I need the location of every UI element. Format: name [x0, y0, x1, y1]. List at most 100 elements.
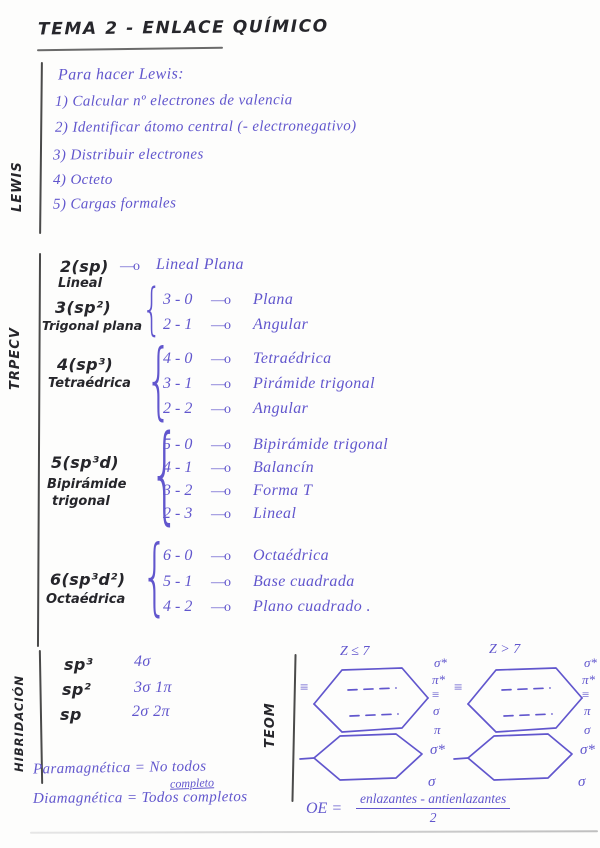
geometry-name: Plano cuadrado . — [253, 598, 371, 615]
bond-order-denominator: 2 — [429, 810, 437, 825]
pi-label: π — [434, 722, 441, 737]
mo-diagram-left — [299, 667, 429, 781]
lewis-step-4: 4) Octeto — [53, 172, 113, 188]
geometry-name: Angular — [253, 316, 309, 333]
lewis-step-5: 5) Cargas formales — [52, 195, 177, 213]
arrow-icon: —ᴏ — [120, 259, 140, 274]
arrow-icon: —ᴏ — [211, 352, 231, 367]
sigma-label: σ — [433, 703, 440, 718]
lewis-margin-line — [39, 61, 43, 235]
trpecv-formula-sp2: 3(sp²) — [55, 298, 112, 317]
electron-pairs: 2 - 1 — [163, 316, 193, 333]
page-title: TEMA 2 - ENLACE QUÍMICO — [37, 16, 329, 40]
arrow-icon: —ᴏ — [211, 438, 231, 453]
arrow-icon: —ᴏ — [211, 575, 231, 590]
electron-pairs: 2 - 2 — [163, 400, 193, 417]
trpecv-name-sp: Lineal — [58, 276, 103, 291]
trpecv-formula-sp3d2: 6(sp³d²) — [50, 570, 126, 589]
geometry-name: Angular — [253, 400, 309, 417]
brace-icon: { — [142, 277, 162, 342]
trpecv-margin-line — [36, 252, 42, 648]
electron-pairs: 4 - 2 — [163, 598, 193, 615]
electron-pairs: 5 - 0 — [163, 436, 193, 453]
geometry-name: Plana — [253, 291, 294, 308]
mo-diagram-z-condition: Z > 7 — [489, 642, 521, 657]
arrow-icon: —ᴏ — [211, 507, 231, 522]
degenerate-orbitals-icon: ≡ — [300, 680, 309, 696]
arrow-icon: —ᴏ — [211, 318, 231, 333]
sigma-label: σ — [578, 774, 586, 790]
pi-star-label: π* — [432, 672, 446, 687]
trpecv-formula-sp3: 4(sp³) — [57, 355, 114, 374]
electron-pairs: 5 - 1 — [163, 573, 193, 590]
geometry-name: Pirámide trigonal — [253, 375, 375, 392]
bond-order-fraction: enlazantes - antienlazantes 2 — [356, 791, 511, 826]
mo-diagram-z-condition: Z ≤ 7 — [340, 644, 370, 659]
sigma-label: σ — [584, 722, 591, 737]
trpecv-name-sp3d2: Octaédrica — [46, 592, 126, 607]
arrow-icon: —ᴏ — [211, 377, 231, 392]
trpecv-result-sp: Lineal Plana — [156, 256, 244, 273]
paper-edge-shadow — [29, 830, 599, 834]
pi-star-label: π* — [582, 672, 596, 687]
electron-pairs: 4 - 0 — [163, 350, 193, 367]
hybridization-section-label: HIBRIDACIÓN — [12, 674, 26, 772]
degenerate-level-icon: ≡ — [582, 687, 590, 702]
electron-pairs: 3 - 2 — [163, 482, 193, 499]
lewis-section-label: LEWIS — [10, 161, 25, 212]
geometry-name: Forma T — [253, 482, 313, 499]
electron-pairs: 3 - 1 — [163, 375, 193, 392]
teom-section-label: TEOM — [263, 702, 278, 748]
title-underline — [36, 46, 224, 52]
hybrid-bonds: 4σ — [134, 653, 151, 670]
trpecv-formula-sp: 2(sp) — [60, 257, 109, 276]
arrow-icon: —ᴏ — [211, 549, 231, 564]
lewis-step-1: 1) Calcular nº electrones de valencia — [54, 92, 293, 110]
sigma-label: σ — [428, 774, 436, 790]
electron-pairs: 3 - 0 — [163, 291, 193, 308]
geometry-name: Octaédrica — [253, 547, 329, 564]
trpecv-name2-sp3d: trigonal — [52, 494, 110, 509]
trpecv-name-sp3d: Bipirámide — [47, 477, 127, 492]
mo-diagram-right — [453, 667, 583, 781]
geometry-name: Bipirámide trigonal — [253, 436, 389, 453]
brace-icon: { — [145, 331, 173, 429]
geometry-name: Base cuadrada — [253, 573, 355, 590]
sigma-star-label: σ* — [434, 655, 447, 670]
sigma-star-label: σ* — [580, 742, 595, 758]
hybrid-bonds: 3σ 1π — [134, 679, 172, 696]
degenerate-orbitals-icon: ≡ — [454, 680, 463, 696]
bond-order-lhs: OE = — [306, 800, 343, 817]
electron-pairs: 2 - 3 — [163, 505, 193, 522]
trpecv-name-sp3: Tetraédrica — [48, 376, 131, 391]
pi-label: π — [584, 703, 591, 718]
hybrid-bonds: 2σ 2π — [132, 703, 170, 720]
arrow-icon: —ᴏ — [211, 461, 231, 476]
geometry-name: Balancín — [253, 459, 314, 476]
bond-order-numerator: enlazantes - antienlazantes — [356, 791, 511, 809]
trpecv-formula-sp3d: 5(sp³d) — [51, 453, 119, 472]
sigma-star-label: σ* — [584, 655, 597, 670]
hybrid-orbital: sp³ — [64, 655, 94, 674]
hybrid-orbital: sp — [60, 705, 82, 724]
arrow-icon: —ᴏ — [211, 402, 231, 417]
lewis-heading: Para hacer Lewis: — [57, 65, 184, 84]
electron-pairs: 4 - 1 — [163, 459, 193, 476]
arrow-icon: —ᴏ — [211, 600, 231, 615]
teom-margin-line — [291, 653, 297, 803]
brace-icon: { — [141, 527, 169, 625]
trpecv-name-sp2: Trigonal plana — [42, 318, 143, 333]
degenerate-level-icon: ≡ — [432, 687, 440, 702]
lewis-step-3: 3) Distribuir electrones — [52, 146, 204, 164]
arrow-icon: —ᴏ — [211, 293, 231, 308]
arrow-icon: —ᴏ — [211, 484, 231, 499]
diamagnetic-note: Diamagnética = Todos completos — [32, 789, 248, 807]
hybrid-orbital: sp² — [62, 680, 92, 699]
lewis-step-2: 2) Identificar átomo central (- electron… — [54, 118, 357, 136]
brace-icon: { — [149, 412, 180, 535]
sigma-star-label: σ* — [430, 742, 445, 758]
trpecv-section-label: TRPECV — [8, 327, 23, 390]
geometry-name: Lineal — [253, 505, 297, 522]
geometry-name: Tetraédrica — [253, 350, 332, 367]
